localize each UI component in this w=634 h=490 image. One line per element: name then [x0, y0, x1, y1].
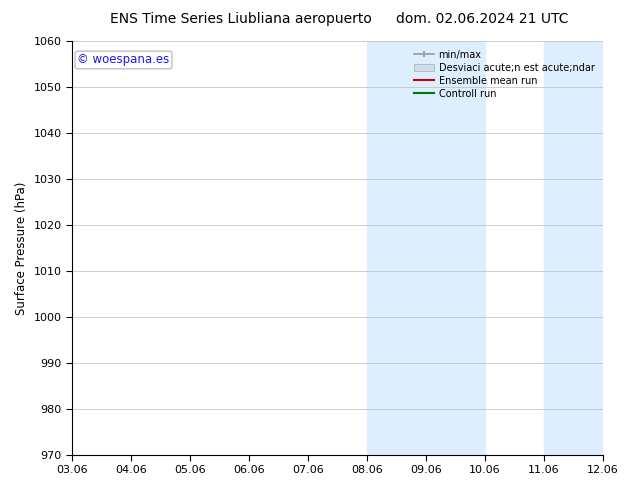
- Y-axis label: Surface Pressure (hPa): Surface Pressure (hPa): [15, 181, 28, 315]
- Legend: min/max, Desviaci acute;n est acute;ndar, Ensemble mean run, Controll run: min/max, Desviaci acute;n est acute;ndar…: [410, 46, 598, 102]
- Bar: [544, 41, 603, 455]
- Text: © woespana.es: © woespana.es: [77, 53, 170, 67]
- Bar: [367, 41, 485, 455]
- Text: dom. 02.06.2024 21 UTC: dom. 02.06.2024 21 UTC: [396, 12, 568, 26]
- Text: ENS Time Series Liubliana aeropuerto: ENS Time Series Liubliana aeropuerto: [110, 12, 372, 26]
